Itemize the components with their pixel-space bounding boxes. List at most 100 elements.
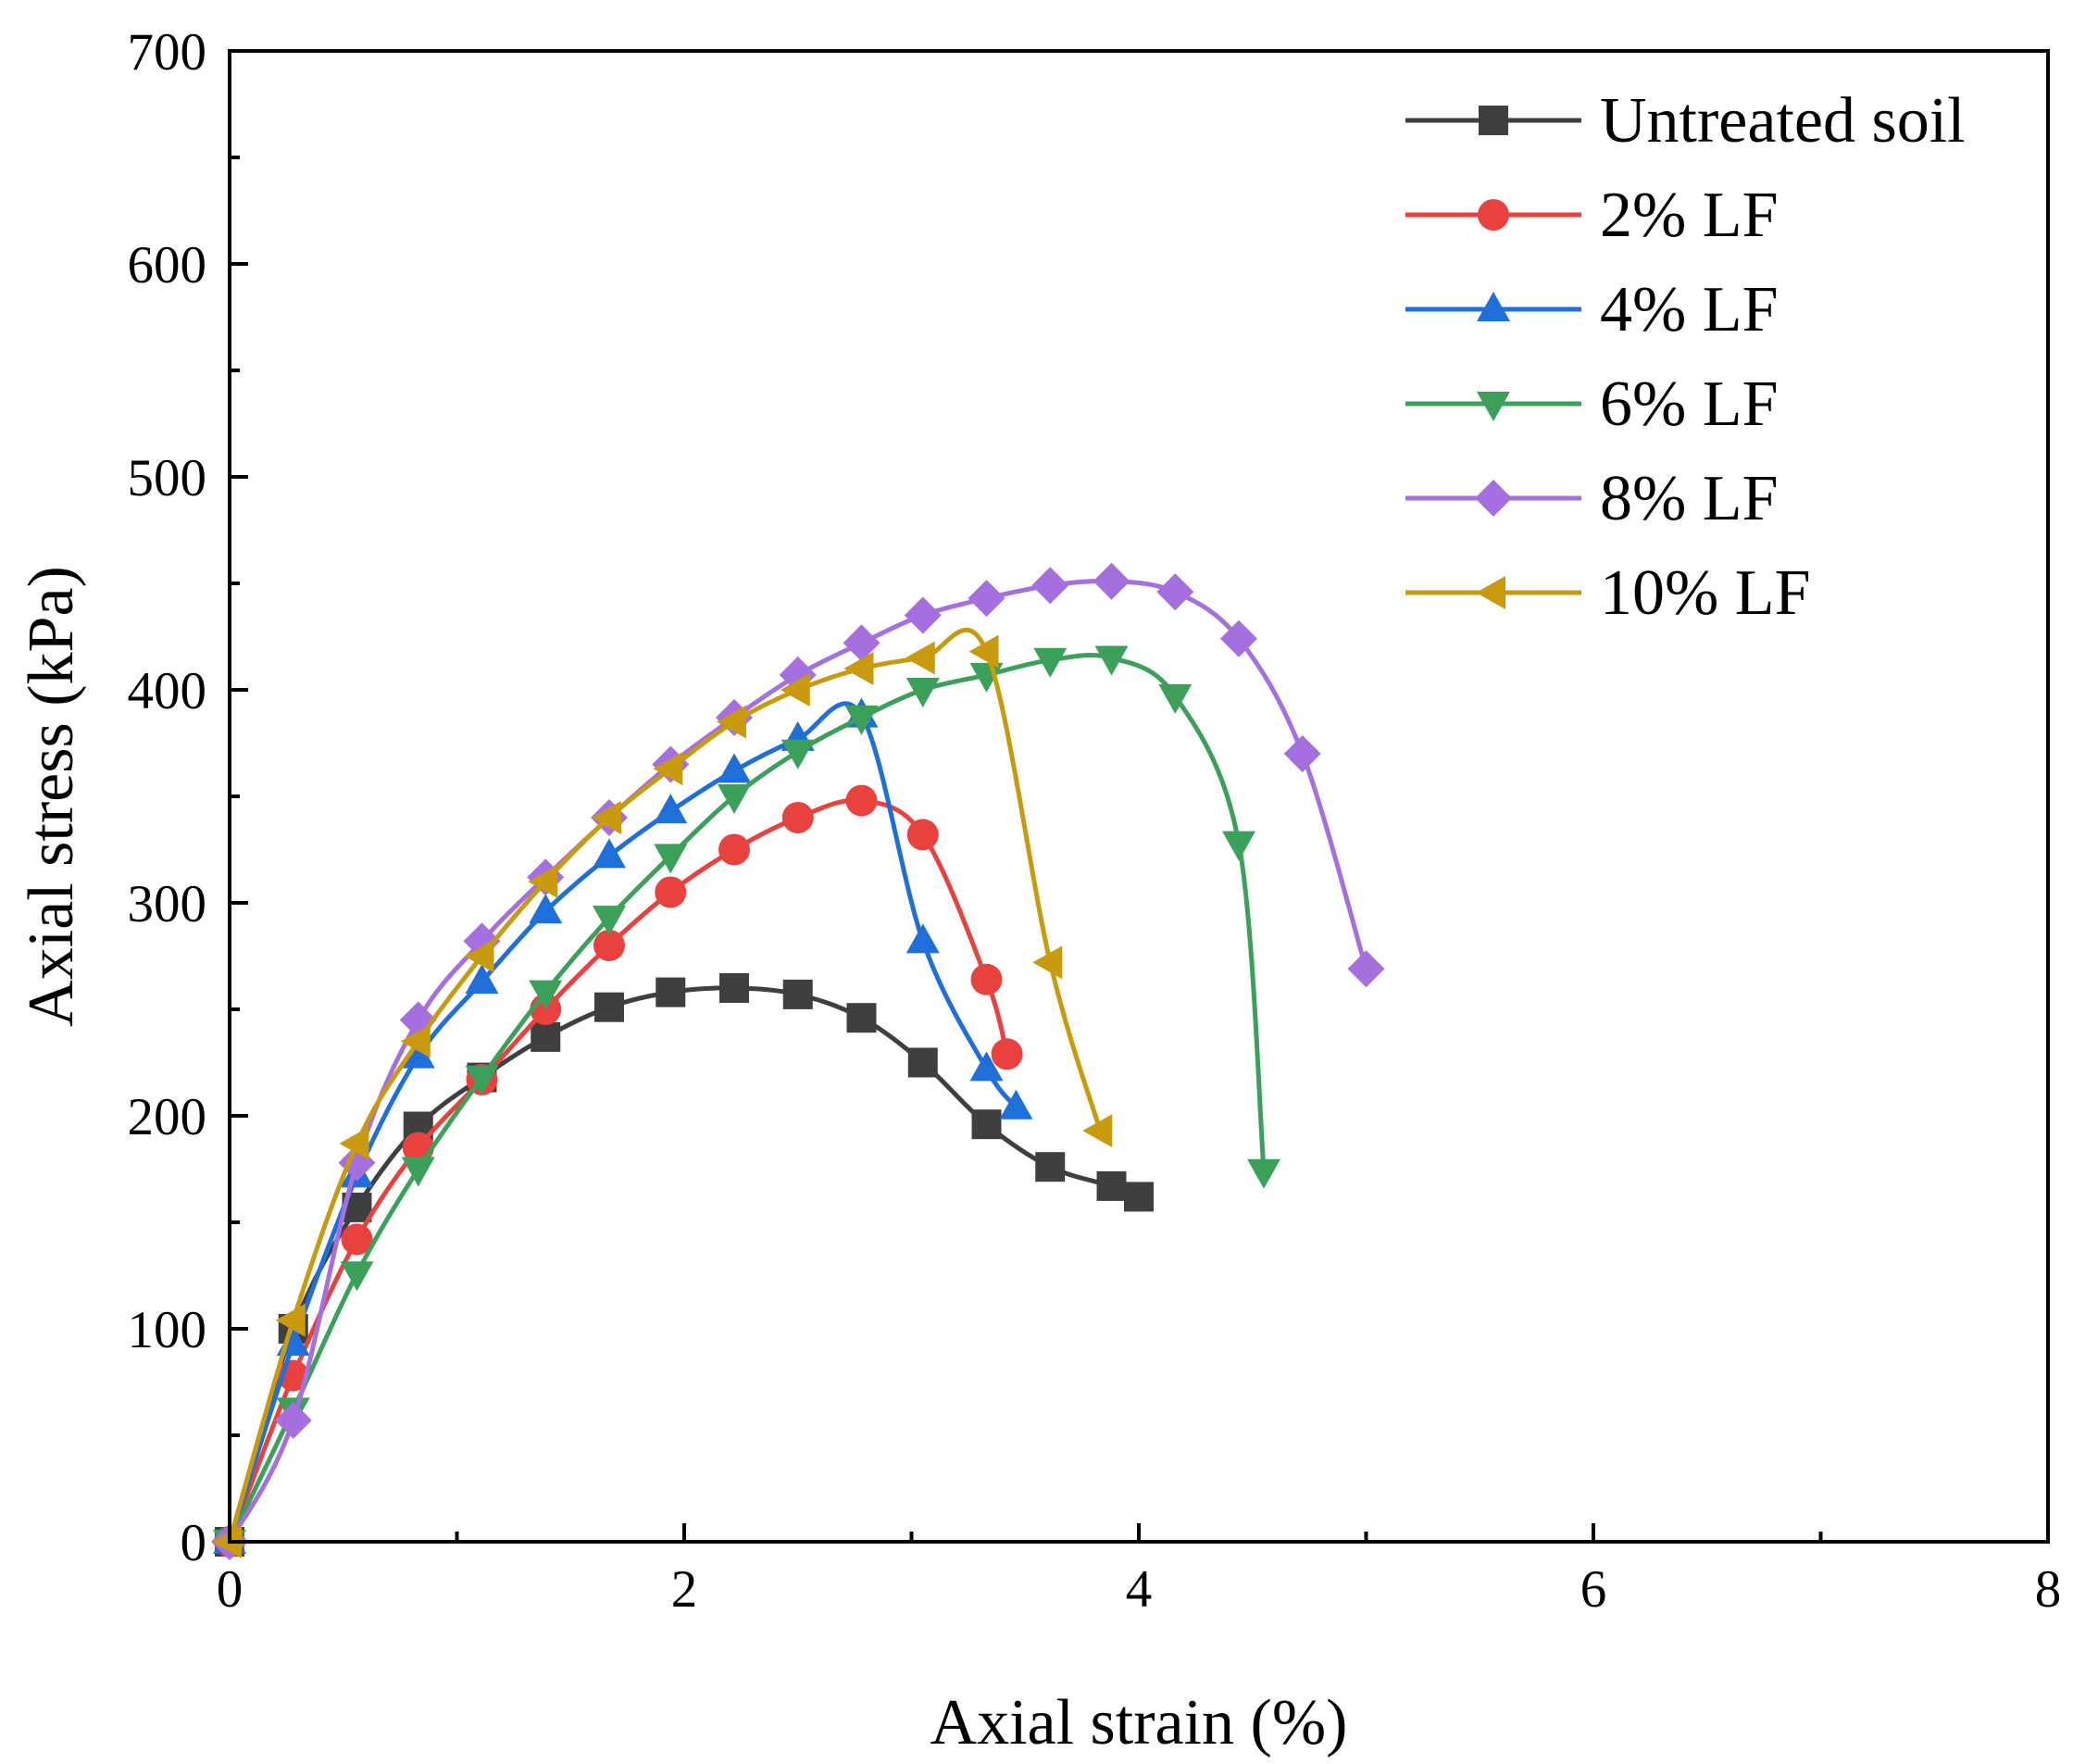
- data-point: [907, 1047, 938, 1078]
- data-point: [904, 596, 942, 634]
- legend-label: Untreated soil: [1600, 85, 1966, 156]
- data-point: [531, 1021, 561, 1052]
- data-point: [464, 939, 494, 973]
- data-point: [274, 1401, 312, 1439]
- legend-label: 2% LF: [1600, 180, 1779, 251]
- data-point: [717, 705, 747, 739]
- legend: Untreated soil 2% LF 4% LF 6% LF 8% LF 10% LF: [1405, 85, 1966, 629]
- data-point: [1158, 683, 1193, 714]
- data-point: [592, 838, 626, 869]
- y-tick-label: 100: [128, 1301, 207, 1359]
- y-tick-label: 300: [128, 875, 207, 933]
- data-point: [1220, 619, 1258, 657]
- y-tick-label: 0: [181, 1514, 207, 1572]
- data-point: [845, 784, 878, 817]
- data-point: [718, 753, 752, 783]
- data-point: [653, 752, 683, 786]
- legend-marker: [1479, 106, 1508, 135]
- data-point: [1032, 945, 1063, 980]
- data-point: [968, 634, 999, 669]
- data-point: [718, 784, 752, 814]
- data-point: [1033, 647, 1068, 678]
- data-point: [529, 980, 563, 1010]
- data-point: [1283, 735, 1321, 772]
- data-point: [846, 1003, 877, 1033]
- data-point: [401, 1038, 435, 1069]
- legend-item: 10% LF: [1405, 557, 1811, 629]
- data-point: [401, 1157, 435, 1187]
- data-point: [780, 739, 815, 769]
- legend-label: 10% LF: [1600, 557, 1811, 629]
- data-point: [341, 1223, 373, 1256]
- data-point: [593, 930, 625, 961]
- x-tick-label: 8: [2035, 1560, 2062, 1619]
- data-point: [340, 1261, 374, 1292]
- data-point: [465, 1065, 499, 1095]
- data-point: [844, 705, 879, 735]
- y-tick-label: 400: [128, 662, 207, 720]
- data-point: [1222, 831, 1256, 861]
- data-point: [592, 906, 626, 936]
- data-point: [905, 923, 940, 954]
- data-point: [1031, 567, 1069, 605]
- data-point: [971, 1109, 1002, 1140]
- data-point: [1094, 645, 1129, 676]
- data-point: [780, 673, 810, 707]
- data-point: [843, 624, 880, 662]
- data-point: [1124, 1182, 1154, 1212]
- data-point: [1347, 950, 1385, 988]
- x-tick-label: 2: [671, 1560, 698, 1619]
- legend-item: 4% LF: [1405, 274, 1779, 345]
- data-point: [719, 973, 750, 1003]
- data-point: [655, 876, 687, 908]
- series-3: [213, 645, 1281, 1559]
- x-axis-title: Axial strain (%): [930, 1687, 1348, 1758]
- y-tick-label: 700: [128, 23, 207, 81]
- series-5: [212, 627, 1113, 1558]
- y-tick-label: 200: [128, 1088, 207, 1146]
- tick-labels: 0 2 4 6 8 0 100 200 300 400 500 600 700: [128, 23, 2062, 1619]
- data-point: [781, 802, 814, 833]
- series-layer: [211, 562, 1385, 1560]
- data-point: [275, 1303, 306, 1337]
- x-tick-label: 0: [217, 1560, 244, 1619]
- data-point: [654, 794, 688, 824]
- legend-item: 6% LF: [1405, 369, 1779, 440]
- legend-item: 8% LF: [1405, 463, 1779, 534]
- legend-marker: [1478, 199, 1509, 231]
- data-point: [1093, 562, 1130, 600]
- data-point: [1156, 573, 1194, 611]
- data-point: [528, 865, 558, 898]
- data-point: [1247, 1158, 1281, 1189]
- legend-marker: [1475, 480, 1512, 517]
- y-axis-title: Axial stress (kPa): [16, 566, 87, 1027]
- legend-marker: [1477, 392, 1510, 421]
- data-point: [591, 801, 621, 834]
- x-tick-label: 6: [1580, 1560, 1607, 1619]
- data-point: [654, 844, 688, 874]
- data-point: [969, 1051, 1004, 1082]
- data-point: [400, 1024, 431, 1058]
- data-point: [999, 1089, 1033, 1120]
- data-point: [782, 979, 813, 1009]
- data-point: [465, 964, 499, 995]
- data-point: [905, 678, 940, 707]
- legend-label: 6% LF: [1600, 369, 1779, 440]
- data-point: [718, 833, 751, 866]
- data-point: [339, 1126, 369, 1160]
- data-point: [991, 1038, 1023, 1070]
- data-point: [905, 641, 935, 675]
- data-point: [212, 1525, 242, 1558]
- y-tick-label: 600: [128, 236, 207, 294]
- data-point: [593, 992, 624, 1022]
- data-point: [656, 977, 686, 1007]
- x-tick-label: 4: [1126, 1560, 1153, 1619]
- data-point: [1082, 1114, 1113, 1148]
- legend-label: 4% LF: [1600, 274, 1779, 345]
- legend-item: 2% LF: [1405, 180, 1779, 251]
- data-point: [1035, 1152, 1066, 1182]
- data-point: [843, 652, 874, 685]
- y-tick-label: 500: [128, 449, 207, 507]
- data-point: [906, 819, 939, 851]
